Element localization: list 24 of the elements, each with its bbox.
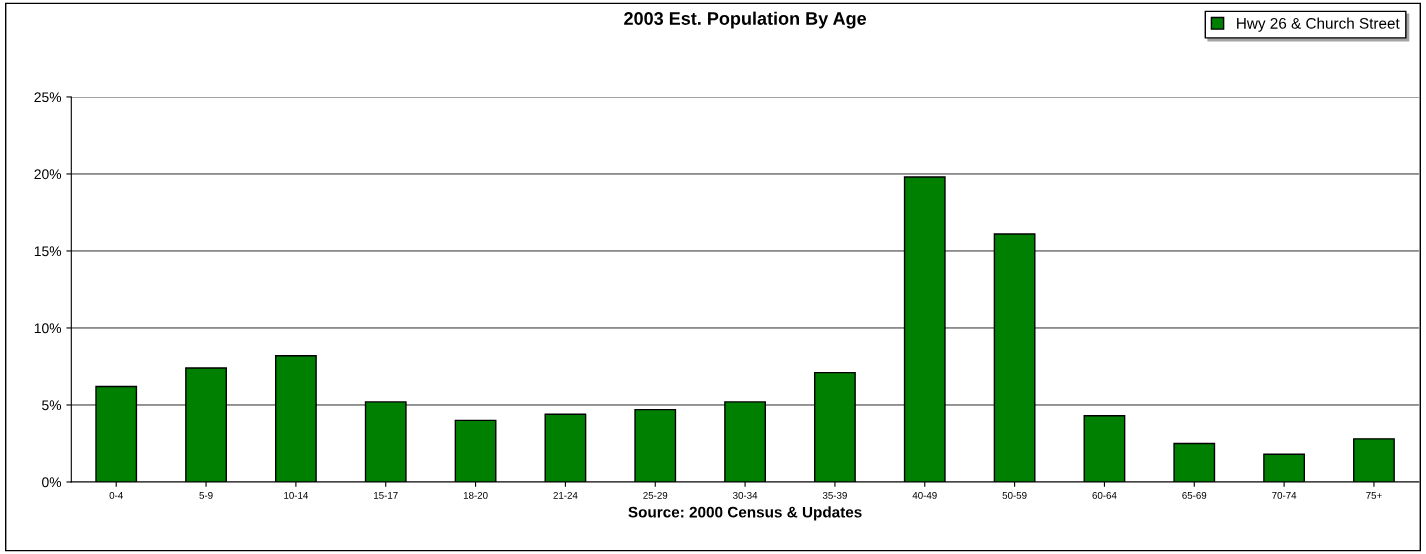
x-tick-label: 75+	[1366, 492, 1382, 499]
x-tick-label: 70-74	[1272, 491, 1297, 499]
y-tick-label: 10%	[34, 323, 62, 334]
x-tick-label: 50-59	[1002, 491, 1027, 499]
x-tick-label: 30-34	[733, 491, 758, 499]
y-tick-label: 5%	[42, 400, 62, 411]
x-axis-title: Source: 2000 Census & Updates	[628, 506, 862, 521]
legend-label: Hwy 26 & Church Street	[1237, 17, 1400, 32]
x-tick-label: 5-9	[199, 491, 213, 499]
x-tick-label: 0-4	[109, 491, 123, 499]
y-tick-label: 0%	[42, 477, 62, 488]
x-tick-label: 35-39	[822, 491, 847, 499]
x-tick-label: 10-14	[284, 491, 309, 499]
y-tick-label: 20%	[34, 169, 62, 180]
y-tick-label: 15%	[34, 246, 62, 257]
x-tick-label: 25-29	[643, 491, 668, 499]
x-tick-label: 18-20	[463, 491, 488, 499]
x-tick-label: 15-17	[374, 492, 398, 499]
x-tick-label: 65-69	[1182, 491, 1207, 499]
x-tick-label: 21-24	[553, 491, 578, 499]
x-tick-label: 60-64	[1092, 491, 1117, 499]
x-tick-label: 40-49	[912, 491, 937, 499]
y-tick-label: 25%	[34, 92, 62, 103]
chart-title: 2003 Est. Population By Age	[624, 11, 867, 29]
